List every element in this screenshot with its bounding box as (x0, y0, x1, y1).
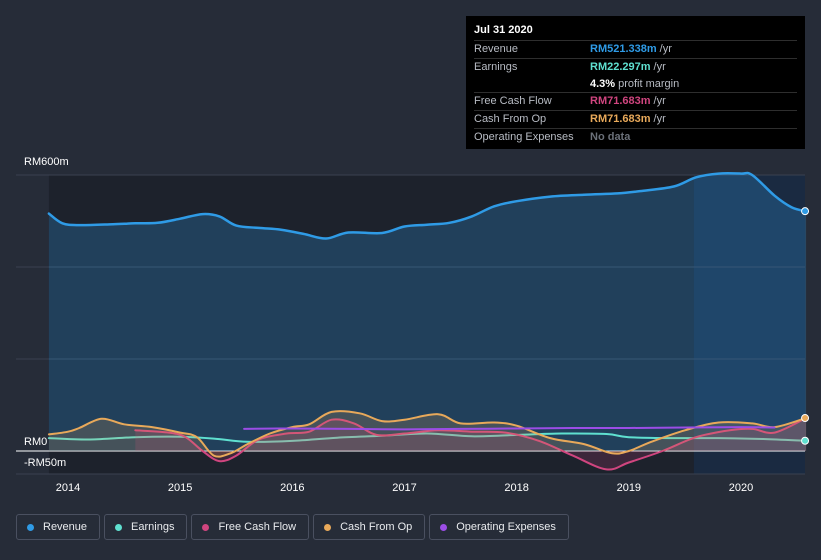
free-cash-flow-line (134, 417, 808, 471)
y-tick-label: -RM50m (24, 457, 66, 469)
tooltip-row-operating-expenses: Operating Expenses No data (474, 127, 797, 146)
x-tick-label: 2014 (56, 482, 80, 494)
y-axis: RM600m RM0 -RM50m (24, 156, 69, 469)
tooltip-row-cash-from-op: Cash From Op RM71.683m /yr (474, 110, 797, 128)
revenue-line (47, 171, 808, 240)
x-axis: 2014 2015 2016 2017 2018 2019 2020 (56, 482, 753, 494)
x-tick-label: 2015 (168, 482, 192, 494)
tooltip-label: Operating Expenses (474, 130, 574, 143)
legend-item-cash-from-op[interactable]: Cash From Op (313, 514, 426, 540)
x-tick-label: 2016 (280, 482, 304, 494)
tooltip-unit: profit margin (618, 77, 680, 90)
earnings-end-marker (801, 436, 810, 445)
legend-label: Revenue (43, 521, 88, 533)
legend-label: Earnings (131, 521, 175, 533)
operating-expenses-line (243, 426, 776, 431)
y-tick-label: RM600m (24, 156, 69, 168)
cash-from-op-area (48, 411, 807, 457)
tooltip-value: RM71.683m (590, 95, 651, 108)
legend-dot-icon (27, 523, 34, 531)
legend-dot-icon (324, 523, 332, 531)
x-tick-label: 2019 (617, 482, 641, 494)
tooltip-label: Revenue (474, 43, 519, 55)
tooltip-label: Free Cash Flow (474, 95, 552, 108)
tooltip-unit: /yr (653, 60, 666, 73)
tooltip-value: No data (590, 130, 631, 143)
cash-from-op-end-marker (801, 414, 810, 423)
tooltip-unit: /yr (659, 43, 672, 55)
legend-item-free-cash-flow[interactable]: Free Cash Flow (191, 514, 310, 540)
legend-item-revenue[interactable]: Revenue (16, 514, 101, 540)
revenue-area (48, 172, 807, 451)
legend-dot-icon (115, 523, 123, 531)
tooltip-value: RM71.683m (590, 113, 651, 126)
marker-layer (801, 207, 810, 445)
legend-label: Cash From Op (340, 521, 413, 533)
x-tick-label: 2018 (504, 482, 528, 494)
data-tooltip: Jul 31 2020 Revenue RM521.338m /yr Earni… (466, 16, 805, 149)
tooltip-value: RM521.338m (590, 43, 657, 55)
cash-from-op-line (47, 410, 808, 458)
legend-dot-icon (202, 523, 210, 531)
tooltip-row-revenue: Revenue RM521.338m /yr (474, 40, 797, 58)
series-layer (47, 171, 808, 471)
legend-dot-icon (440, 523, 448, 531)
tooltip-row-earnings: Earnings RM22.297m /yr (474, 57, 797, 76)
earnings-line (47, 432, 808, 443)
revenue-end-marker (801, 207, 810, 216)
legend-label: Free Cash Flow (218, 521, 297, 533)
tooltip-row-free-cash-flow: Free Cash Flow RM71.683m /yr (474, 92, 797, 110)
tooltip-date: Jul 31 2020 (474, 24, 533, 36)
legend-label: Operating Expenses (456, 521, 556, 533)
tooltip-row-profit-margin: 4.3% profit margin (474, 76, 797, 93)
tooltip-label (474, 76, 590, 93)
tooltip-label: Cash From Op (474, 113, 547, 126)
y-tick-label: RM0 (24, 436, 47, 448)
x-tick-label: 2017 (392, 482, 416, 494)
legend-item-earnings[interactable]: Earnings (104, 514, 188, 540)
free-cash-flow-area (135, 418, 807, 470)
tooltip-value: RM22.297m (590, 60, 651, 73)
chart-legend: Revenue Earnings Free Cash Flow Cash Fro… (16, 514, 569, 540)
tooltip-unit: /yr (653, 95, 666, 108)
tooltip-unit: /yr (653, 113, 666, 126)
legend-item-operating-expenses[interactable]: Operating Expenses (429, 514, 569, 540)
tooltip-label: Earnings (474, 60, 518, 73)
x-tick-label: 2020 (729, 482, 753, 494)
tooltip-value: 4.3% (590, 77, 616, 90)
